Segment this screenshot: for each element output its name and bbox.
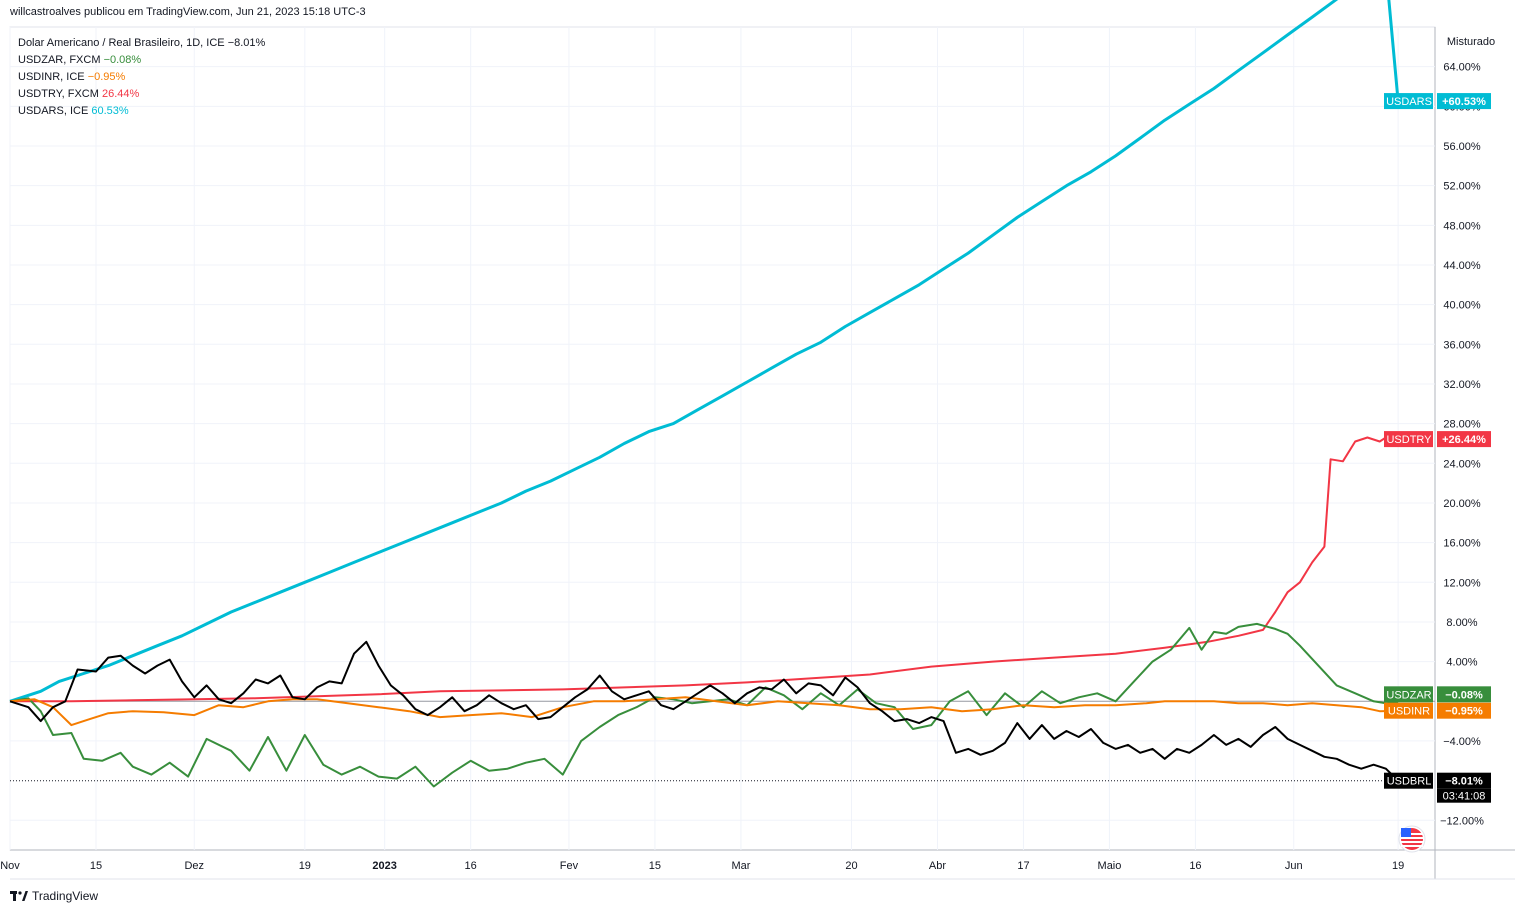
- x-tick-label: Nov: [0, 860, 20, 872]
- legend-row[interactable]: USDARS, ICE 60.53%: [18, 103, 265, 120]
- tradingview-logo-icon: [10, 891, 28, 901]
- series-line-usdzar[interactable]: [9, 622, 1399, 788]
- series-value-badge: −0.08%: [1445, 689, 1483, 701]
- y-tick-label: 56.00%: [1443, 141, 1481, 153]
- x-tick-label: 16: [465, 860, 477, 872]
- series-name-badge-bg: [1384, 702, 1433, 719]
- series-value-badge-bg: [1437, 702, 1491, 719]
- x-tick-label: 19: [1392, 860, 1404, 872]
- us-flag-icon: [1398, 825, 1426, 853]
- countdown-badge-bg: [1437, 788, 1491, 803]
- y-tick-label: 12.00%: [1443, 577, 1481, 589]
- x-tick-label: 15: [649, 860, 661, 872]
- x-tick-label: Jun: [1285, 860, 1303, 872]
- series-name-badge: USDTRY: [1386, 434, 1432, 446]
- x-tick-label: 2023: [372, 860, 396, 872]
- legend-series-name: Dolar Americano / Real Brasileiro, 1D, I…: [18, 37, 228, 49]
- countdown-timer: 03:41:08: [1443, 791, 1486, 803]
- series-value-badge: +26.44%: [1442, 434, 1486, 446]
- y-tick-label: 40.00%: [1443, 300, 1481, 312]
- y-tick-label: 48.00%: [1443, 220, 1481, 232]
- y-tick-label: 4.00%: [1446, 657, 1477, 669]
- y-tick-label: 44.00%: [1443, 260, 1481, 272]
- legend-series-value: −8.01%: [227, 37, 266, 49]
- y-tick-label: 8.00%: [1446, 617, 1477, 629]
- x-tick-label: 16: [1189, 860, 1201, 872]
- legend-series-name: USDTRY, FXCM: [18, 88, 102, 100]
- price-badge-usdbrl[interactable]: USDBRL −8.01% 03:41:08: [1384, 772, 1491, 803]
- y-tick-label: −4.00%: [1443, 736, 1481, 748]
- series-name-badge: USDARS: [1386, 96, 1432, 108]
- brand-text: TradingView: [32, 889, 99, 903]
- y-tick-label: 52.00%: [1443, 181, 1481, 193]
- series-name-badge-bg: [1384, 686, 1433, 703]
- legend-series-name: USDZAR, FXCM: [18, 54, 104, 66]
- price-badge-usdtry[interactable]: USDTRY +26.44%: [1384, 431, 1491, 448]
- series-name-badge: USDZAR: [1386, 689, 1431, 701]
- legend-series-name: USDARS, ICE: [18, 105, 92, 117]
- series-name-badge-bg: [1384, 93, 1433, 110]
- series-line-usdars[interactable]: [9, 0, 1400, 703]
- y-tick-label: 20.00%: [1443, 498, 1481, 510]
- series-name-badge: USDBRL: [1387, 776, 1432, 788]
- x-tick-label: 19: [299, 860, 311, 872]
- y-tick-label: −12.00%: [1440, 815, 1484, 827]
- y-tick-label: 16.00%: [1443, 538, 1481, 550]
- price-badge-usdars[interactable]: USDARS +60.53%: [1384, 93, 1491, 110]
- x-tick-label: 20: [845, 860, 857, 872]
- series-line-usdtry[interactable]: [10, 436, 1399, 703]
- price-badge-usdzar[interactable]: USDZAR −0.08%: [1384, 686, 1491, 703]
- series-name-badge-bg: [1384, 772, 1433, 789]
- series-line-usdbrl[interactable]: [9, 640, 1399, 782]
- legend-series-name: USDINR, ICE: [18, 71, 88, 83]
- series-value-badge-bg: [1437, 686, 1491, 703]
- chart-legend: Dolar Americano / Real Brasileiro, 1D, I…: [18, 35, 265, 120]
- series-name-badge-bg: [1384, 431, 1433, 448]
- price-badge-usdinr[interactable]: USDINR −0.95%: [1384, 702, 1491, 719]
- legend-series-value: −0.08%: [103, 54, 142, 66]
- series-value-badge: +60.53%: [1442, 96, 1486, 108]
- x-tick-label: 17: [1017, 860, 1029, 872]
- legend-series-value: 60.53%: [91, 105, 129, 117]
- series-value-badge-bg: [1437, 431, 1491, 448]
- y-tick-label: 32.00%: [1443, 379, 1481, 391]
- x-tick-label: Fev: [560, 860, 579, 872]
- legend-row[interactable]: Dolar Americano / Real Brasileiro, 1D, I…: [18, 35, 265, 52]
- series-name-badge: USDINR: [1388, 706, 1430, 718]
- y-tick-label: 28.00%: [1443, 419, 1481, 431]
- publisher-header: willcastroalves publicou em TradingView.…: [10, 6, 366, 18]
- x-tick-label: 15: [90, 860, 102, 872]
- y-tick-label: 64.00%: [1443, 62, 1481, 74]
- series-value-badge-bg: [1437, 772, 1491, 789]
- x-tick-label: Abr: [929, 860, 946, 872]
- y-tick-label: 24.00%: [1443, 458, 1481, 470]
- tradingview-brand[interactable]: TradingView: [10, 889, 98, 903]
- y-tick-label: 36.00%: [1443, 339, 1481, 351]
- series-line-usdinr[interactable]: [9, 696, 1399, 727]
- series-value-badge: −0.95%: [1445, 706, 1483, 718]
- legend-row[interactable]: USDTRY, FXCM 26.44%: [18, 86, 265, 103]
- x-tick-label: Maio: [1098, 860, 1122, 872]
- x-tick-label: Mar: [731, 860, 750, 872]
- legend-series-value: −0.95%: [87, 71, 126, 83]
- x-tick-label: Dez: [184, 860, 204, 872]
- series-value-badge-bg: [1437, 93, 1491, 110]
- legend-row[interactable]: USDINR, ICE −0.95%: [18, 69, 265, 86]
- legend-series-value: 26.44%: [101, 88, 140, 100]
- plot-frame: [9, 26, 1436, 851]
- scale-mode-label[interactable]: Misturado: [1447, 36, 1495, 48]
- series-value-badge: −8.01%: [1445, 776, 1483, 788]
- legend-row[interactable]: USDZAR, FXCM −0.08%: [18, 52, 265, 69]
